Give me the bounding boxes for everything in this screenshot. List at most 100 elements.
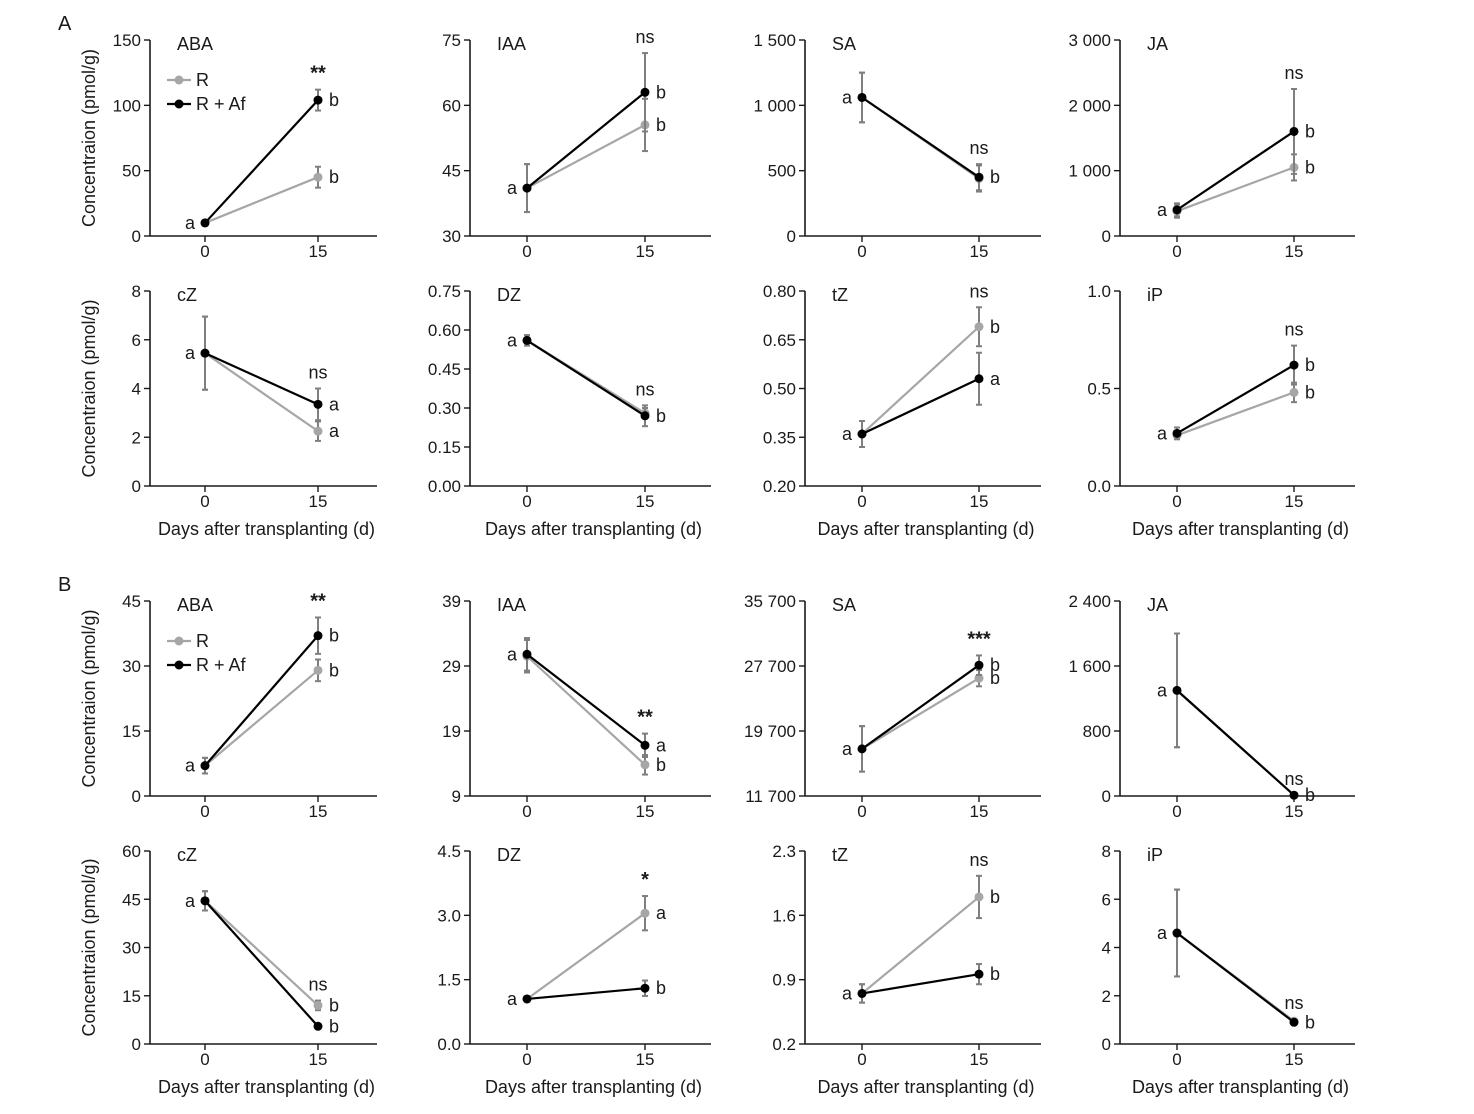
significance-marker: ns bbox=[969, 138, 988, 158]
significance-letter: b bbox=[656, 82, 666, 102]
x-tick-label: 0 bbox=[200, 242, 209, 261]
data-point bbox=[200, 896, 210, 906]
significance-letter: a bbox=[842, 424, 853, 444]
data-point bbox=[1172, 928, 1182, 938]
x-tick-label: 15 bbox=[636, 492, 655, 511]
y-tick-label: 0 bbox=[787, 227, 796, 246]
significance-letter: a bbox=[507, 330, 518, 350]
series-line bbox=[204, 669, 319, 767]
y-tick-label: 0.9 bbox=[772, 971, 796, 990]
series-r-af: aa bbox=[185, 315, 340, 422]
data-point bbox=[1172, 205, 1182, 215]
y-tick-label: 4 bbox=[132, 380, 141, 399]
significance-letter: b bbox=[329, 90, 339, 110]
y-tick-label: 0.00 bbox=[428, 477, 461, 496]
y-tick-label: 0.5 bbox=[1087, 380, 1111, 399]
significance-marker: ns bbox=[635, 27, 654, 47]
significance-letter: a bbox=[329, 421, 340, 441]
legend-marker bbox=[174, 99, 184, 109]
significance-letter: a bbox=[656, 735, 667, 755]
significance-letter: b bbox=[1305, 1012, 1315, 1032]
series-r bbox=[1172, 888, 1299, 1026]
significance-letter: b bbox=[1305, 382, 1315, 402]
data-point bbox=[313, 172, 323, 182]
x-tick-label: 0 bbox=[1172, 1050, 1181, 1069]
x-tick-label: 15 bbox=[309, 492, 328, 511]
significance-marker: ** bbox=[310, 63, 326, 85]
x-tick-label: 15 bbox=[970, 492, 989, 511]
significance-marker: ns bbox=[1284, 320, 1303, 340]
x-axis-label: Days after transplanting (d) bbox=[1132, 1077, 1349, 1097]
y-tick-label: 2.3 bbox=[772, 842, 796, 861]
x-tick-label: 15 bbox=[636, 802, 655, 821]
x-axis-label: Days after transplanting (d) bbox=[158, 519, 375, 539]
series-line bbox=[204, 900, 319, 1028]
series-line bbox=[204, 900, 319, 1007]
y-tick-label: 30 bbox=[442, 227, 461, 246]
x-tick-label: 15 bbox=[1285, 242, 1304, 261]
y-tick-label: 0 bbox=[1102, 1035, 1111, 1054]
significance-marker: *** bbox=[967, 628, 991, 650]
x-tick-label: 0 bbox=[857, 242, 866, 261]
significance-letter: b bbox=[656, 406, 666, 426]
y-tick-label: 27 700 bbox=[744, 657, 796, 676]
y-tick-label: 4.5 bbox=[437, 842, 461, 861]
y-tick-label: 3 000 bbox=[1068, 31, 1111, 50]
chart-title: DZ bbox=[497, 845, 521, 865]
x-tick-label: 0 bbox=[1172, 492, 1181, 511]
significance-letter: b bbox=[329, 995, 339, 1015]
legend: R R + Af bbox=[167, 70, 247, 114]
y-tick-label: 0.60 bbox=[428, 321, 461, 340]
x-tick-label: 0 bbox=[200, 1050, 209, 1069]
series-r: b bbox=[200, 890, 339, 1015]
chart-title: tZ bbox=[832, 845, 848, 865]
y-tick-label: 0.35 bbox=[763, 428, 796, 447]
chart-title: IAA bbox=[497, 34, 526, 54]
data-point bbox=[857, 744, 867, 754]
y-tick-label: 0.20 bbox=[763, 477, 796, 496]
data-point bbox=[974, 892, 984, 902]
x-tick-label: 0 bbox=[200, 802, 209, 821]
y-tick-label: 1 000 bbox=[1068, 162, 1111, 181]
series-r-af: ab bbox=[185, 616, 339, 776]
series-r: b bbox=[1172, 381, 1315, 441]
legend-marker bbox=[174, 75, 184, 85]
series-line bbox=[204, 352, 319, 433]
data-point bbox=[640, 908, 650, 918]
data-point bbox=[1289, 126, 1299, 136]
chart-title: SA bbox=[832, 595, 856, 615]
series-line bbox=[204, 99, 319, 224]
y-tick-label: 8 bbox=[1102, 842, 1111, 861]
panel-label-a: A bbox=[58, 13, 72, 35]
x-tick-label: 0 bbox=[200, 492, 209, 511]
significance-marker: ns bbox=[1284, 769, 1303, 789]
series-line bbox=[526, 987, 646, 1001]
significance-letter: b bbox=[1305, 785, 1315, 805]
y-tick-label: 15 bbox=[122, 987, 141, 1006]
y-tick-label: 45 bbox=[122, 592, 141, 611]
series-line bbox=[204, 634, 319, 767]
significance-marker: ns bbox=[969, 281, 988, 301]
data-point bbox=[974, 660, 984, 670]
data-point bbox=[1172, 685, 1182, 695]
data-point bbox=[200, 218, 210, 228]
data-point bbox=[522, 183, 532, 193]
data-point bbox=[313, 95, 323, 105]
series-r-af: ab bbox=[842, 654, 1000, 773]
x-tick-label: 15 bbox=[970, 1050, 989, 1069]
y-tick-label: 60 bbox=[122, 842, 141, 861]
y-axis-label: Concentraion (pmol/g) bbox=[79, 858, 99, 1036]
series-r-af: ab bbox=[507, 978, 666, 1009]
significance-marker: ns bbox=[308, 363, 327, 383]
y-tick-label: 1.5 bbox=[437, 971, 461, 990]
series-r-af: ab bbox=[185, 88, 339, 233]
y-tick-label: 6 bbox=[1102, 890, 1111, 909]
y-tick-label: 0 bbox=[132, 477, 141, 496]
y-tick-label: 0 bbox=[132, 227, 141, 246]
chart-title: SA bbox=[832, 34, 856, 54]
data-point bbox=[313, 631, 323, 641]
